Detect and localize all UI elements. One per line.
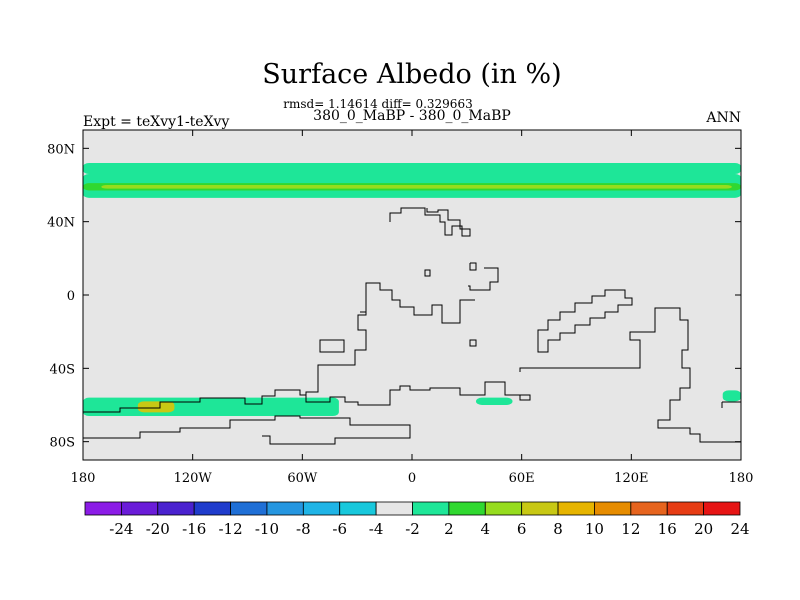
colorbar-label-12: 8 bbox=[553, 520, 563, 538]
colorbar: -24 -20 -16 -12 -10 -8 -6 -4 -2 2 4 6 8 10 12 16 20 24 bbox=[84, 501, 750, 538]
y-tick-label-0: 80N bbox=[47, 142, 75, 157]
y-tick-label-4: 80S bbox=[50, 436, 75, 451]
anomaly-band-5 bbox=[137, 401, 175, 413]
colorbar-label-17: 24 bbox=[730, 520, 749, 538]
x-tick-label-4: 60E bbox=[509, 471, 535, 486]
colorbar-label-7: -4 bbox=[369, 520, 384, 538]
y-tick-label-2: 0 bbox=[67, 289, 75, 304]
colorbar-label-10: 4 bbox=[481, 520, 491, 538]
x-tick-label-5: 120E bbox=[614, 471, 648, 486]
colorbar-swatch-17 bbox=[703, 501, 741, 516]
colorbar-label-8: -2 bbox=[405, 520, 420, 538]
colorbar-swatch-0 bbox=[84, 501, 122, 516]
colorbar-swatch-2 bbox=[157, 501, 195, 516]
colorbar-label-1: -20 bbox=[146, 520, 170, 538]
colorbar-swatch-3 bbox=[193, 501, 231, 516]
anomaly-bands bbox=[83, 163, 741, 416]
colorbar-label-6: -6 bbox=[332, 520, 347, 538]
anomaly-band-6 bbox=[475, 397, 513, 405]
colorbar-swatch-4 bbox=[230, 501, 268, 516]
colorbar-label-14: 12 bbox=[621, 520, 640, 538]
colorbar-label-2: -16 bbox=[182, 520, 206, 538]
colorbar-label-15: 16 bbox=[658, 520, 677, 538]
season-label: ANN bbox=[705, 110, 741, 126]
x-tick-label-1: 120W bbox=[174, 471, 213, 486]
chart-title: Surface Albedo (in %) bbox=[262, 59, 561, 90]
x-axis: 180 120W 60W 0 60E 120E 180 bbox=[71, 130, 754, 486]
colorbar-swatch-6 bbox=[302, 501, 341, 516]
colorbar-swatch-16 bbox=[666, 501, 705, 516]
colorbar-label-16: 20 bbox=[694, 520, 713, 538]
y-tick-label-1: 40N bbox=[47, 216, 75, 231]
y-axis: 80N 40N 0 40S 80S bbox=[47, 142, 741, 451]
colorbar-swatch-9 bbox=[412, 501, 450, 516]
colorbar-label-13: 10 bbox=[585, 520, 604, 538]
stats-text: rmsd= 1.14614 diff= 0.329663 bbox=[283, 97, 472, 111]
colorbar-swatch-12 bbox=[521, 501, 559, 516]
colorbar-label-0: -24 bbox=[109, 520, 133, 538]
colorbar-label-4: -10 bbox=[255, 520, 279, 538]
anomaly-band-7 bbox=[722, 390, 741, 402]
x-tick-label-3: 0 bbox=[408, 471, 416, 486]
y-tick-label-3: 40S bbox=[50, 362, 75, 377]
x-tick-label-2: 60W bbox=[287, 471, 318, 486]
colorbar-swatch-15 bbox=[630, 501, 668, 516]
colorbar-swatch-8 bbox=[375, 501, 413, 516]
anomaly-band-0 bbox=[83, 163, 741, 174]
colorbar-swatch-7 bbox=[339, 501, 377, 516]
colorbar-swatch-13 bbox=[557, 501, 595, 516]
colorbar-swatch-14 bbox=[594, 501, 632, 516]
colorbar-label-9: 2 bbox=[444, 520, 454, 538]
experiment-subtitle: 380_0_MaBP - 380_0_MaBP bbox=[313, 108, 511, 124]
colorbar-swatch-10 bbox=[448, 501, 486, 516]
colorbar-label-3: -12 bbox=[218, 520, 242, 538]
coastlines bbox=[83, 207, 741, 445]
colorbar-label-11: 6 bbox=[517, 520, 527, 538]
colorbar-swatch-5 bbox=[266, 501, 304, 516]
x-tick-label-6: 180 bbox=[729, 471, 754, 486]
colorbar-swatch-1 bbox=[120, 501, 159, 516]
colorbar-label-5: -8 bbox=[296, 520, 311, 538]
experiment-label: Expt = teXvy1-teXvy bbox=[83, 114, 229, 130]
colorbar-swatch-11 bbox=[484, 501, 523, 516]
anomaly-band-3 bbox=[101, 185, 732, 189]
anomaly-band-4 bbox=[83, 397, 339, 416]
x-tick-label-0: 180 bbox=[71, 471, 96, 486]
